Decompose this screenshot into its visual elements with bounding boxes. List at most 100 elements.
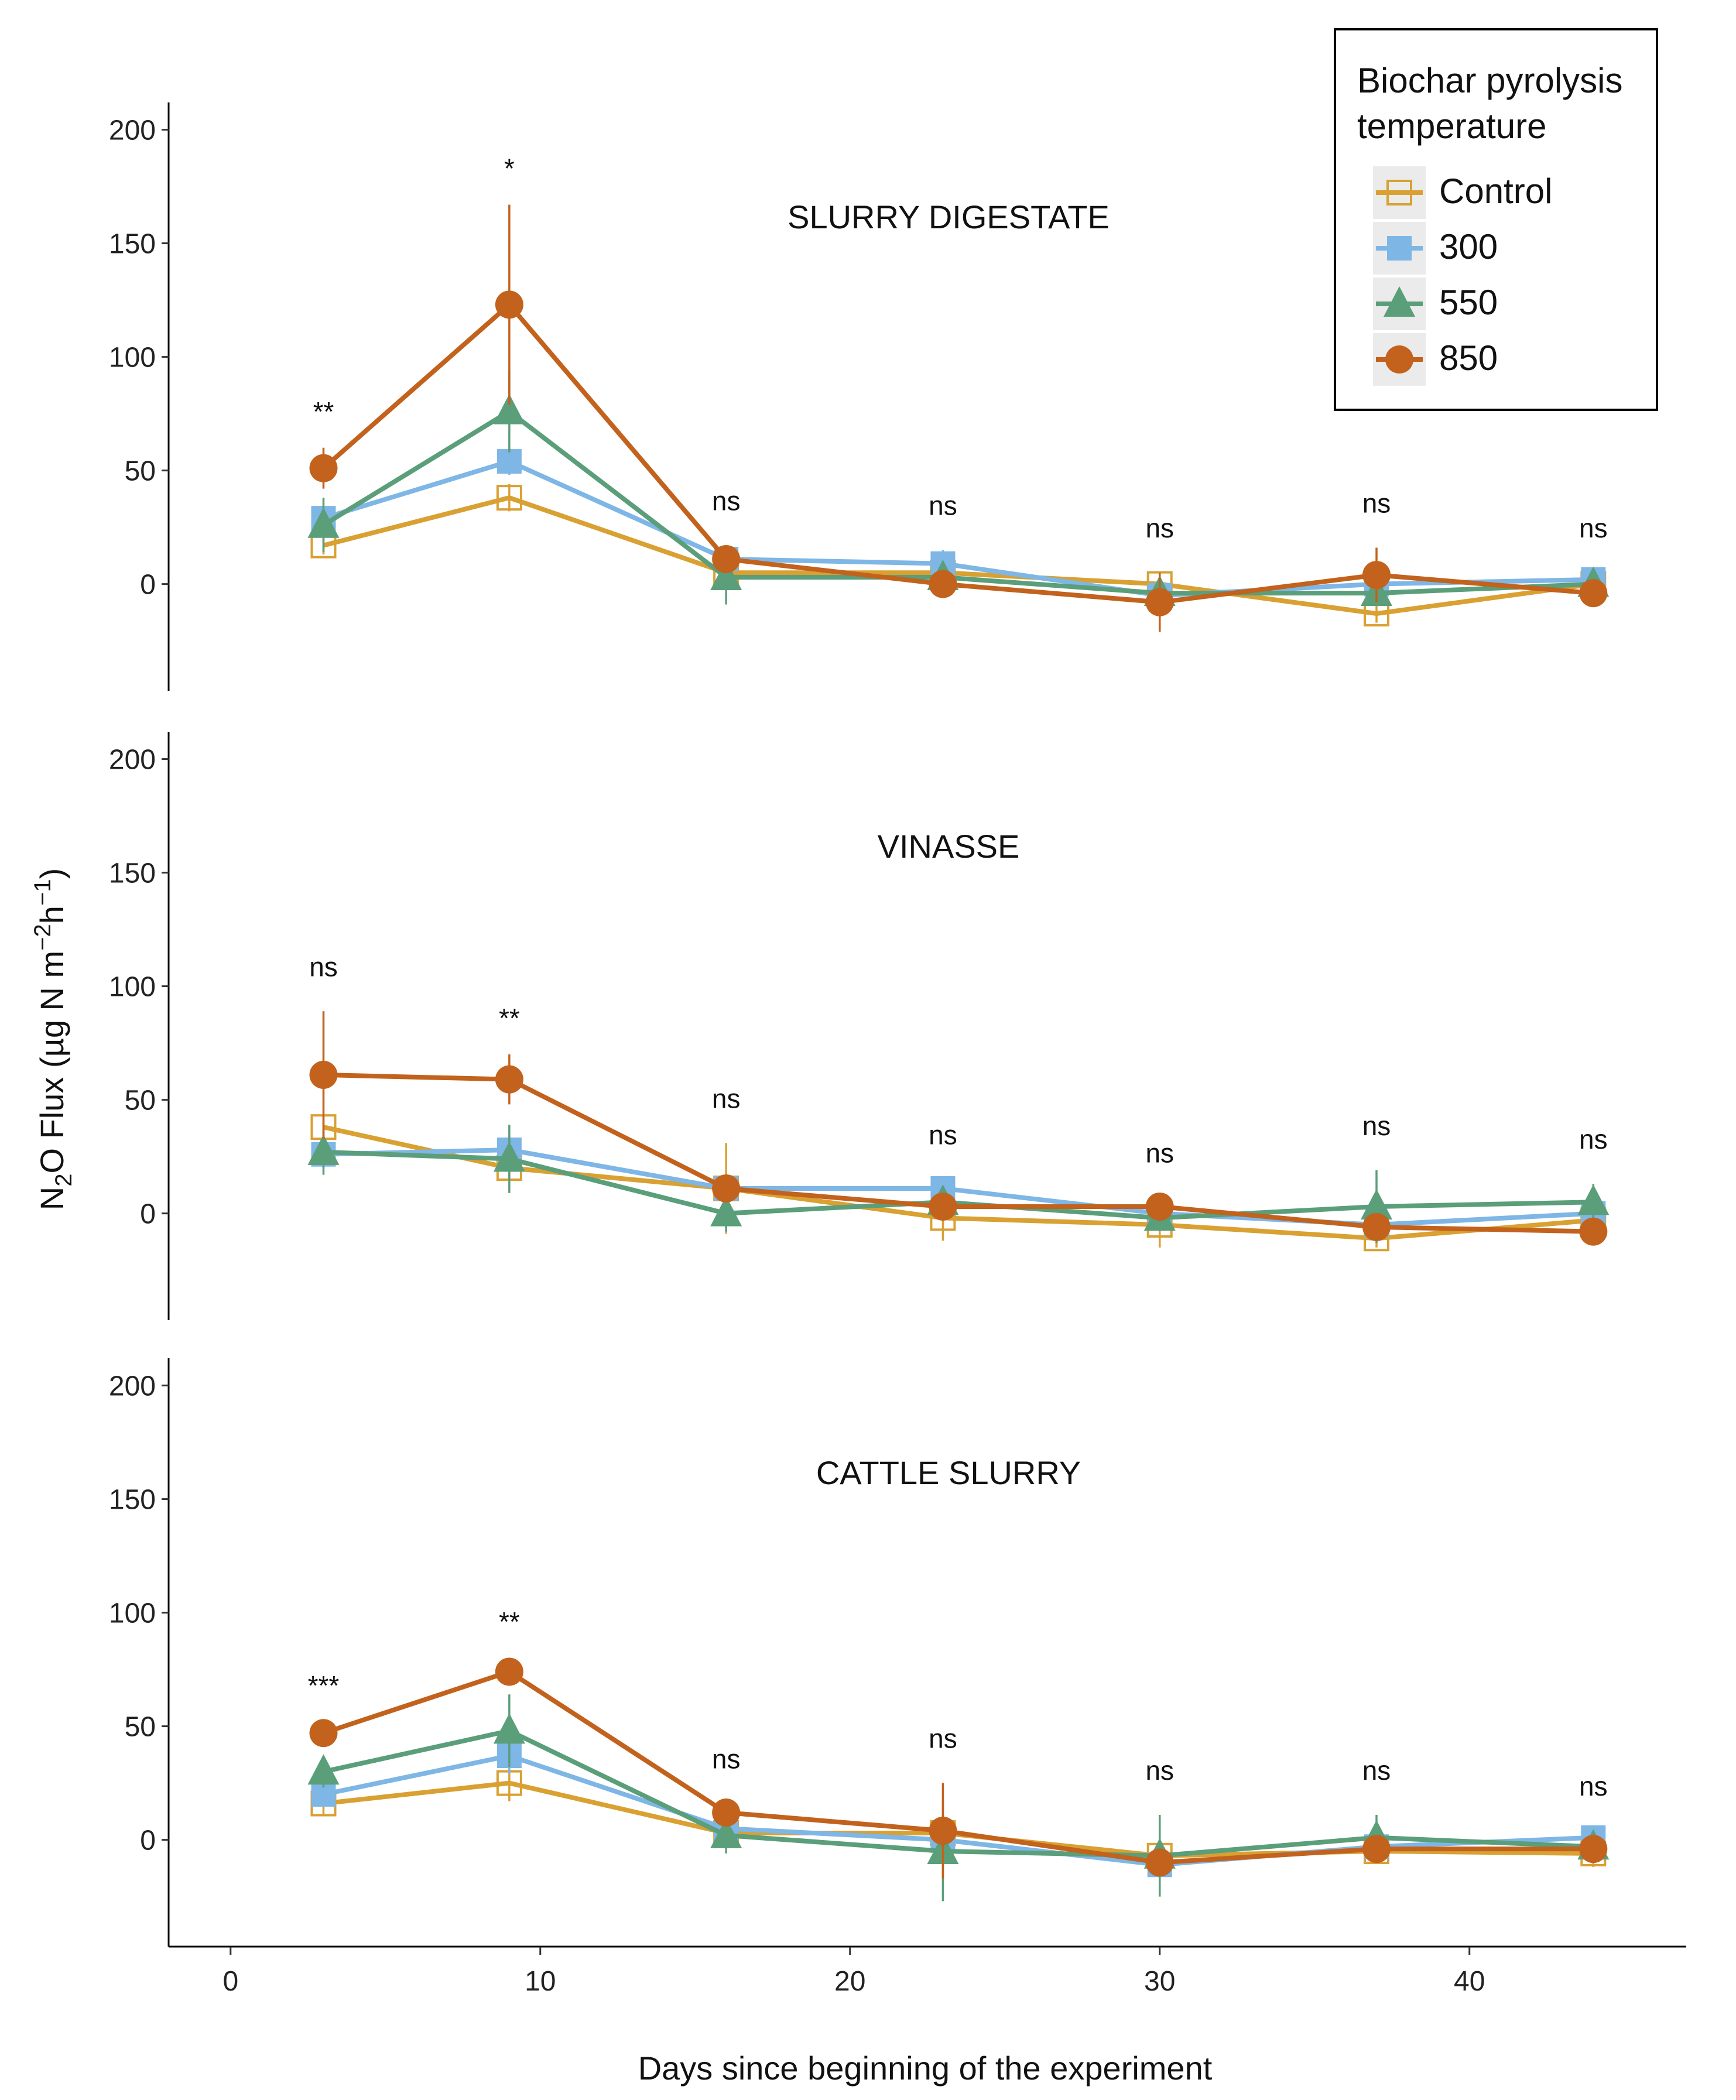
data-point	[929, 570, 957, 598]
panel-title: VINASSE	[878, 828, 1020, 865]
data-point	[712, 1798, 741, 1827]
legend-label-300: 300	[1439, 227, 1498, 266]
x-tick-label: 0	[222, 1966, 238, 1997]
legend-title-line1: Biochar pyrolysis	[1357, 61, 1623, 100]
legend-key-550	[1373, 278, 1426, 330]
legend-label-550: 550	[1439, 283, 1498, 322]
legend-key-marker	[1385, 345, 1413, 374]
x-tick-label: 10	[525, 1966, 556, 1997]
series-850	[309, 1011, 1608, 1246]
data-point	[710, 559, 742, 590]
y-axis-title-part-c: h	[33, 906, 70, 924]
y-tick-label: 150	[109, 229, 156, 260]
y-tick-label: 150	[109, 1485, 156, 1516]
data-point	[929, 1192, 957, 1221]
data-point	[1145, 588, 1174, 616]
y-tick-label: 100	[109, 342, 156, 374]
data-point	[1362, 1835, 1391, 1863]
significance-label: **	[313, 396, 334, 427]
y-tick-label: 200	[109, 745, 156, 776]
significance-label: **	[499, 1606, 520, 1637]
data-point	[710, 1195, 742, 1227]
panel-title: CATTLE SLURRY	[816, 1454, 1081, 1491]
series-control	[310, 484, 1607, 627]
legend-label-850: 850	[1439, 338, 1498, 378]
y-axis-title-part-d: )	[33, 868, 70, 879]
data-point	[712, 1174, 741, 1203]
legend-label-control: Control	[1439, 172, 1552, 211]
data-point	[493, 393, 525, 424]
significance-label: ***	[308, 1670, 340, 1701]
significance-label: ns	[1362, 488, 1391, 519]
series-850	[309, 1657, 1608, 1879]
data-point	[1145, 1192, 1174, 1221]
series-line	[323, 495, 1594, 616]
panel-title: SLURRY DIGESTATE	[787, 198, 1110, 235]
y-axis-title: N2O Flux (µg N m−2h−1)	[30, 868, 77, 1210]
y-tick-label: 200	[109, 115, 156, 146]
data-point	[495, 290, 523, 319]
legend-keys	[1373, 166, 1426, 386]
significance-label: ns	[1579, 513, 1608, 543]
data-point	[307, 1134, 340, 1165]
x-axis-title: Days since beginning of the experiment	[638, 2050, 1213, 2087]
y-tick-label: 50	[125, 1712, 156, 1743]
y-axis-title-part-a: N	[33, 1187, 70, 1210]
y-axis-title-sup2: −1	[30, 879, 56, 906]
series-300	[311, 1738, 1606, 1888]
y-axis-title-sup1: −2	[30, 924, 56, 951]
significance-label: ns	[712, 1083, 741, 1114]
significance-label: ns	[1579, 1124, 1608, 1155]
y-tick-label: 50	[125, 1085, 156, 1116]
data-point	[1361, 1188, 1393, 1219]
data-point	[1145, 1848, 1174, 1877]
data-point	[497, 449, 522, 474]
panel-2: 0 50 100 150 200 VINASSE ns ** ns ns ns ns ns	[109, 732, 1610, 1320]
data-point	[1579, 1217, 1608, 1246]
significance-label: ns	[929, 490, 957, 520]
y-tick-label: 0	[140, 570, 156, 601]
data-point	[495, 1657, 523, 1686]
data-point	[307, 1754, 340, 1785]
legend-key-marker	[1386, 180, 1412, 205]
y-tick-label: 100	[109, 1598, 156, 1629]
significance-label: ns	[1145, 1138, 1174, 1168]
significance-label: ns	[1579, 1771, 1608, 1801]
x-tick-label: 40	[1454, 1966, 1485, 1997]
y-tick-label: 0	[140, 1825, 156, 1856]
data-point	[307, 507, 340, 538]
legend-key-300	[1373, 222, 1426, 275]
significance-label: ns	[929, 1724, 957, 1754]
y-tick-label: 50	[125, 456, 156, 487]
data-point	[929, 1817, 957, 1845]
data-point	[1579, 579, 1608, 608]
legend: Biochar pyrolysis temperature Control 30…	[1334, 28, 1658, 411]
data-point	[712, 544, 741, 573]
significance-label: ns	[712, 1744, 741, 1774]
y-tick-label: 150	[109, 858, 156, 889]
significance-label: ns	[929, 1119, 957, 1150]
legend-key-marker	[1387, 236, 1412, 261]
data-point	[1579, 1835, 1608, 1863]
x-axis: 0 10 20 30 40	[169, 1945, 1686, 1997]
x-tick-label: 20	[834, 1966, 865, 1997]
data-point	[1362, 561, 1391, 590]
significance-label: ns	[1145, 513, 1174, 543]
significance-label: *	[504, 153, 515, 184]
significance-label: ns	[712, 486, 741, 516]
significance-label: ns	[1362, 1755, 1391, 1786]
data-point	[495, 1065, 523, 1094]
y-tick-label: 0	[140, 1199, 156, 1230]
legend-title-line2: temperature	[1357, 107, 1547, 146]
legend-key-850	[1373, 333, 1426, 386]
legend-key-control	[1373, 166, 1426, 219]
legend-key-marker	[1384, 286, 1415, 317]
data-point	[1577, 1184, 1610, 1215]
x-tick-label: 30	[1144, 1966, 1175, 1997]
data-point	[309, 454, 338, 482]
data-point	[493, 1141, 525, 1172]
